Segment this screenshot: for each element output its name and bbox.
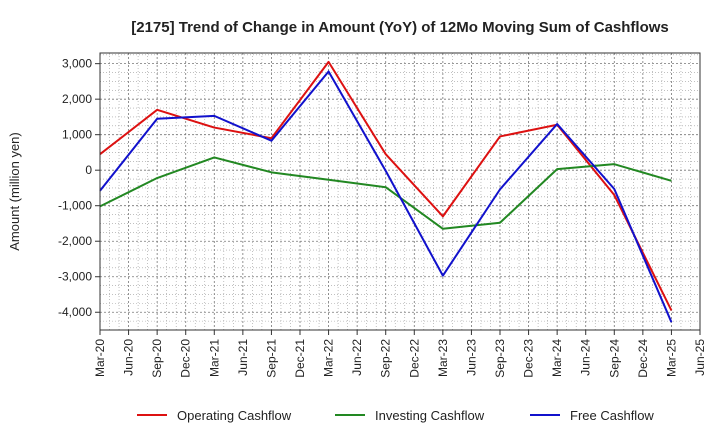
- y-tick-label: 2,000: [62, 92, 92, 106]
- x-tick-label: Sep-24: [607, 339, 621, 378]
- x-tick-label: Mar-20: [93, 339, 107, 377]
- y-tick-label: 0: [85, 163, 92, 177]
- x-tick-label: Mar-21: [207, 339, 221, 377]
- x-tick-label: Dec-23: [522, 339, 536, 378]
- x-tick-labels: Mar-20 Jun-20 Sep-20 Dec-20 Mar-21 Jun-21 Sep-…: [93, 330, 707, 378]
- legend-label-operating-cashflow: Operating Cashflow: [177, 408, 292, 423]
- y-tick-label: 3,000: [62, 57, 92, 71]
- y-tick-label: -4,000: [58, 305, 92, 319]
- y-tick-label: -1,000: [58, 199, 92, 213]
- y-tick-label: -2,000: [58, 234, 92, 248]
- x-tick-label: Dec-21: [293, 339, 307, 378]
- x-tick-label: Jun-22: [350, 339, 364, 376]
- x-tick-label: Mar-24: [550, 339, 564, 377]
- x-tick-label: Jun-23: [464, 339, 478, 376]
- x-tick-label: Jun-21: [236, 339, 250, 376]
- x-tick-label: Mar-23: [436, 339, 450, 377]
- grid-lines: [99, 53, 701, 331]
- x-tick-label: Dec-22: [407, 339, 421, 378]
- x-tick-label: Sep-23: [493, 339, 507, 378]
- y-tick-label: 1,000: [62, 128, 92, 142]
- x-tick-label: Dec-24: [636, 339, 650, 378]
- plot-frame: [99, 52, 701, 331]
- x-tick-label: Sep-22: [379, 339, 393, 378]
- y-axis-label: Amount (million yen): [7, 132, 22, 251]
- legend: Operating Cashflow Investing Cashflow Free…: [137, 408, 654, 423]
- x-tick-label: Dec-20: [179, 339, 193, 378]
- y-tick-label: -3,000: [58, 270, 92, 284]
- legend-label-free-cashflow: Free Cashflow: [570, 408, 654, 423]
- x-tick-label: Sep-21: [264, 339, 278, 378]
- series-line-investing-cashflow: [99, 156, 672, 230]
- x-tick-label: Jun-25: [693, 339, 707, 376]
- x-tick-label: Jun-20: [122, 339, 136, 376]
- series-lines: [99, 60, 673, 323]
- x-tick-label: Jun-24: [579, 339, 593, 376]
- x-tick-label: Sep-20: [150, 339, 164, 378]
- y-tick-labels: 3,000 2,000 1,000 0 -1,000 -2,000 -3,000 -4,000: [58, 57, 100, 319]
- legend-label-investing-cashflow: Investing Cashflow: [375, 408, 485, 423]
- x-tick-label: Mar-22: [322, 339, 336, 377]
- x-tick-label: Mar-25: [664, 339, 678, 377]
- series-line-free-cashflow: [99, 70, 673, 323]
- series-line-operating-cashflow: [99, 60, 673, 311]
- chart-title: [2175] Trend of Change in Amount (YoY) o…: [131, 19, 669, 36]
